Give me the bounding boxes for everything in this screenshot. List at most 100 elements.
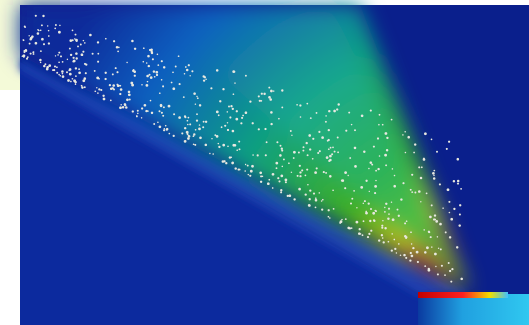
particle bbox=[377, 137, 379, 139]
particle bbox=[122, 106, 125, 109]
particle bbox=[105, 38, 107, 40]
particle bbox=[298, 152, 300, 154]
particle bbox=[296, 104, 298, 106]
particle bbox=[277, 177, 279, 179]
particle bbox=[232, 130, 235, 133]
particle bbox=[238, 141, 240, 143]
particle bbox=[30, 53, 32, 55]
particle bbox=[163, 66, 165, 68]
particle bbox=[280, 175, 283, 178]
particle bbox=[388, 241, 390, 243]
particle bbox=[382, 237, 384, 239]
particle bbox=[193, 92, 196, 95]
particle bbox=[281, 106, 283, 108]
particle bbox=[437, 236, 438, 237]
particle bbox=[405, 257, 407, 259]
particle bbox=[308, 204, 310, 206]
particle bbox=[166, 128, 168, 130]
particle bbox=[299, 175, 301, 177]
particle bbox=[381, 225, 383, 227]
particle bbox=[336, 108, 338, 110]
particle bbox=[218, 143, 219, 144]
particle bbox=[369, 191, 370, 192]
particle bbox=[373, 146, 375, 148]
particle bbox=[211, 138, 212, 139]
particle bbox=[205, 78, 207, 80]
particle bbox=[361, 115, 364, 118]
particle bbox=[404, 131, 406, 133]
particle bbox=[414, 143, 416, 145]
particle bbox=[453, 208, 455, 210]
particle bbox=[266, 141, 268, 143]
particle bbox=[283, 158, 285, 160]
particle bbox=[370, 110, 372, 112]
particle bbox=[321, 209, 323, 211]
particle bbox=[393, 239, 395, 241]
particle bbox=[205, 121, 207, 123]
particle bbox=[400, 198, 402, 200]
particle bbox=[388, 208, 390, 210]
particle bbox=[189, 75, 190, 76]
particle bbox=[141, 107, 143, 109]
particle bbox=[312, 158, 314, 160]
particle bbox=[40, 62, 42, 64]
particle bbox=[58, 61, 60, 63]
particle bbox=[62, 61, 64, 63]
particle bbox=[58, 52, 60, 54]
particle bbox=[83, 40, 84, 41]
particle bbox=[434, 253, 437, 256]
particle bbox=[148, 65, 150, 67]
particle bbox=[325, 172, 327, 174]
particle bbox=[351, 198, 353, 200]
particle bbox=[411, 255, 414, 258]
particle bbox=[411, 243, 412, 244]
particle bbox=[118, 47, 120, 49]
particle bbox=[75, 83, 77, 85]
particle bbox=[178, 55, 180, 57]
particle bbox=[116, 84, 118, 86]
particle bbox=[385, 164, 387, 166]
particle bbox=[239, 148, 241, 150]
particle bbox=[410, 252, 412, 254]
particle bbox=[216, 69, 219, 72]
particle bbox=[222, 144, 225, 147]
particle bbox=[413, 152, 415, 154]
particle bbox=[257, 154, 259, 156]
particle bbox=[385, 203, 387, 205]
particle bbox=[197, 97, 199, 99]
particle bbox=[146, 84, 149, 87]
outlet-hot-band bbox=[418, 292, 508, 298]
particle bbox=[179, 83, 181, 85]
particle bbox=[329, 175, 332, 178]
particle bbox=[227, 122, 228, 123]
particle bbox=[417, 261, 419, 263]
particle bbox=[184, 127, 186, 129]
particle bbox=[414, 192, 416, 194]
particle bbox=[282, 166, 284, 168]
particle bbox=[22, 55, 24, 57]
particle bbox=[53, 69, 55, 71]
particle bbox=[42, 15, 44, 17]
particle bbox=[160, 105, 163, 108]
particle bbox=[264, 128, 266, 130]
particle bbox=[100, 89, 102, 91]
particle bbox=[112, 73, 114, 75]
particle bbox=[460, 188, 462, 190]
particle bbox=[418, 166, 420, 168]
particle bbox=[161, 60, 163, 62]
particle bbox=[125, 106, 128, 109]
particle bbox=[184, 140, 187, 143]
particle bbox=[322, 199, 324, 201]
particle bbox=[377, 168, 379, 170]
particle bbox=[196, 119, 198, 121]
particle bbox=[333, 110, 336, 113]
particle bbox=[285, 179, 288, 182]
particle bbox=[290, 130, 292, 132]
particle bbox=[308, 134, 311, 137]
particle bbox=[62, 73, 64, 75]
particle bbox=[424, 132, 427, 135]
particle bbox=[72, 61, 74, 63]
particle bbox=[129, 98, 131, 100]
particle bbox=[248, 174, 249, 175]
particle bbox=[448, 141, 450, 143]
